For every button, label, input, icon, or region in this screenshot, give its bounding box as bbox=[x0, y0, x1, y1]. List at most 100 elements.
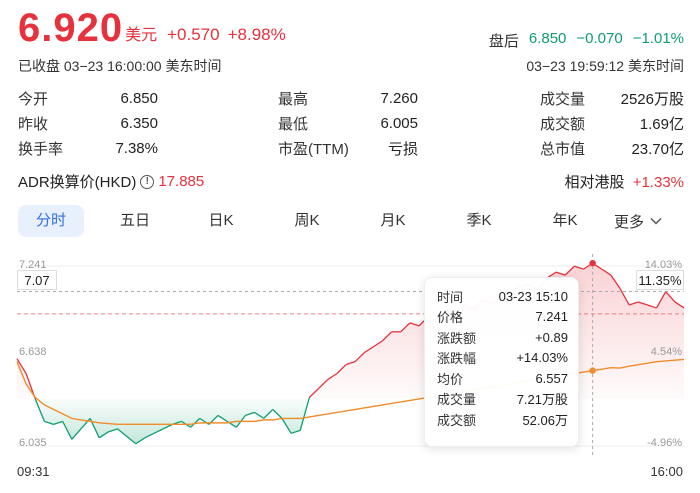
tooltip-row: 时间 03-23 15:10 bbox=[437, 286, 568, 307]
price-line-segment bbox=[564, 265, 575, 276]
stat-label: 换手率 bbox=[18, 141, 64, 158]
y-left-bot-label: 6.035 bbox=[19, 437, 47, 449]
stat-value: 2526万股 bbox=[620, 91, 684, 108]
price-line-segment bbox=[290, 429, 301, 434]
stat-prev-close: 昨收 6.350 bbox=[18, 113, 158, 134]
info-icon[interactable]: ! bbox=[140, 174, 155, 189]
crosshair-avg-dot bbox=[589, 367, 596, 374]
stat-value: 6.005 bbox=[380, 115, 418, 132]
tooltip-label: 成交额 bbox=[437, 412, 477, 428]
tab-daily-k[interactable]: 日K bbox=[208, 212, 234, 229]
crosshair-price-dot bbox=[589, 259, 596, 267]
price-line-segment bbox=[628, 301, 639, 306]
price-area-down bbox=[17, 398, 684, 444]
price-line-segment bbox=[98, 431, 109, 439]
price-change-pct: +8.98% bbox=[227, 25, 286, 44]
price-change: +0.570 bbox=[167, 25, 220, 44]
price-line-segment bbox=[336, 364, 347, 375]
x-axis-start-label: 09:31 bbox=[17, 464, 50, 479]
tab-yearly-k[interactable]: 年K bbox=[552, 212, 578, 229]
y-left-mid-label: 6.638 bbox=[19, 346, 47, 358]
chevron-down-icon bbox=[650, 217, 662, 225]
tooltip-label: 均价 bbox=[437, 371, 464, 387]
after-hours-change: −0.070 bbox=[576, 30, 623, 47]
stat-label: 成交量 bbox=[540, 91, 586, 108]
chart-series bbox=[16, 254, 685, 458]
tab-5day[interactable]: 五日 bbox=[119, 212, 150, 229]
tab-weekly-k[interactable]: 周K bbox=[294, 212, 320, 229]
tooltip-label: 时间 bbox=[437, 289, 464, 305]
tab-intraday[interactable]: 分时 bbox=[18, 205, 84, 237]
price-line-segment bbox=[354, 352, 365, 363]
tooltip-value: 7.21万股 bbox=[516, 392, 568, 408]
price-line-segment bbox=[272, 408, 283, 419]
stat-value: 7.38% bbox=[115, 140, 158, 157]
tooltip-row: 价格 7.241 bbox=[437, 307, 568, 328]
price-line-segment bbox=[117, 428, 128, 437]
market-status: 已收盘 03−23 16:00:00 美东时间 bbox=[18, 58, 222, 74]
price-line-segment bbox=[382, 331, 393, 342]
stat-value: 6.850 bbox=[120, 90, 158, 107]
tooltip-value: 03-23 15:10 bbox=[498, 288, 568, 304]
stats-grid: 今开 6.850 最高 7.260 成交量 2526万股 昨收 6.350 最低 6.00… bbox=[18, 86, 684, 161]
y-left-top-label: 7.241 bbox=[19, 259, 47, 271]
tooltip-value: +0.89 bbox=[535, 329, 568, 345]
stat-label: 总市值 bbox=[540, 141, 586, 158]
price-line-segment bbox=[318, 379, 329, 390]
price-line-segment bbox=[601, 268, 612, 276]
stat-value: 1.69亿 bbox=[639, 116, 684, 133]
intraday-chart[interactable]: 7.241 6.638 6.035 14.03% 4.54% -4.96% bbox=[0, 246, 700, 461]
chart-period-tabs: 分时 五日 日K 周K 月K 季K 年K 更多 bbox=[18, 203, 684, 239]
more-label: 更多 bbox=[613, 213, 644, 231]
price-line-segment bbox=[372, 340, 383, 348]
tab-monthly-k[interactable]: 月K bbox=[380, 212, 406, 229]
price-line-segment bbox=[153, 428, 164, 434]
price-line-segment bbox=[610, 274, 621, 289]
after-hours-label: 盘后 bbox=[488, 33, 519, 50]
tooltip-row: 涨跌额 +0.89 bbox=[437, 327, 568, 348]
stats-row: 换手率 7.38% 市盈(TTM) 亏损 总市值 23.70亿 bbox=[18, 136, 684, 161]
after-hours-quote: 盘后 6.850 −0.070 −1.01% bbox=[489, 30, 684, 51]
crosshair-pct-label: 11.35% bbox=[636, 270, 684, 290]
price-line-segment bbox=[674, 301, 685, 309]
price-line-segment bbox=[62, 421, 73, 440]
tooltip-label: 涨跌幅 bbox=[437, 351, 477, 367]
more-tabs-button[interactable]: 更多 bbox=[614, 211, 662, 232]
chart-tooltip: 时间 03-23 15:10 价格 7.241 涨跌额 +0.89 涨跌幅 +14.03… bbox=[424, 277, 579, 447]
tooltip-row: 成交额 52.06万 bbox=[437, 409, 568, 430]
stat-turnover: 成交额 1.69亿 bbox=[540, 113, 684, 134]
price-line-segment bbox=[409, 322, 420, 327]
last-price: 6.920 bbox=[18, 6, 124, 50]
price-line-segment bbox=[80, 417, 91, 430]
y-right-top-label: 14.03% bbox=[645, 259, 683, 271]
tab-quarterly-k[interactable]: 季K bbox=[466, 212, 492, 229]
tooltip-value: 7.241 bbox=[535, 309, 568, 325]
stat-label: 成交额 bbox=[540, 116, 586, 133]
stat-low: 最低 6.005 bbox=[278, 113, 418, 134]
tooltip-row: 涨跌幅 +14.03% bbox=[437, 348, 568, 369]
price-line-segment bbox=[363, 346, 374, 354]
price-line-segment bbox=[263, 408, 274, 419]
price-line-segment bbox=[665, 291, 676, 303]
price-line-segment bbox=[144, 432, 155, 439]
tooltip-value: 6.557 bbox=[535, 370, 568, 386]
price-line-segment bbox=[16, 358, 27, 374]
adr-price: ADR换算价(HKD) ! 17.885 bbox=[18, 171, 204, 192]
stat-volume: 成交量 2526万股 bbox=[540, 88, 684, 109]
stat-value: 6.350 bbox=[120, 115, 158, 132]
price-area-up bbox=[17, 263, 684, 399]
tooltip-value: 52.06万 bbox=[522, 412, 568, 428]
stat-label: 今开 bbox=[18, 91, 49, 108]
price-line-segment bbox=[656, 291, 667, 309]
stat-value: 23.70亿 bbox=[631, 141, 684, 158]
adr-label: ADR换算价(HKD) bbox=[18, 174, 137, 191]
stat-value: 亏损 bbox=[387, 141, 418, 158]
price-line-segment bbox=[345, 361, 356, 366]
price-line-segment bbox=[308, 388, 319, 398]
crosshair-price-label: 7.07 bbox=[17, 270, 57, 290]
stat-label: 昨收 bbox=[18, 116, 49, 133]
stat-turnover-rate: 换手率 7.38% bbox=[18, 138, 158, 159]
tooltip-label: 价格 bbox=[437, 310, 464, 326]
price-line-segment bbox=[71, 428, 82, 440]
price-line-segment bbox=[162, 423, 173, 430]
